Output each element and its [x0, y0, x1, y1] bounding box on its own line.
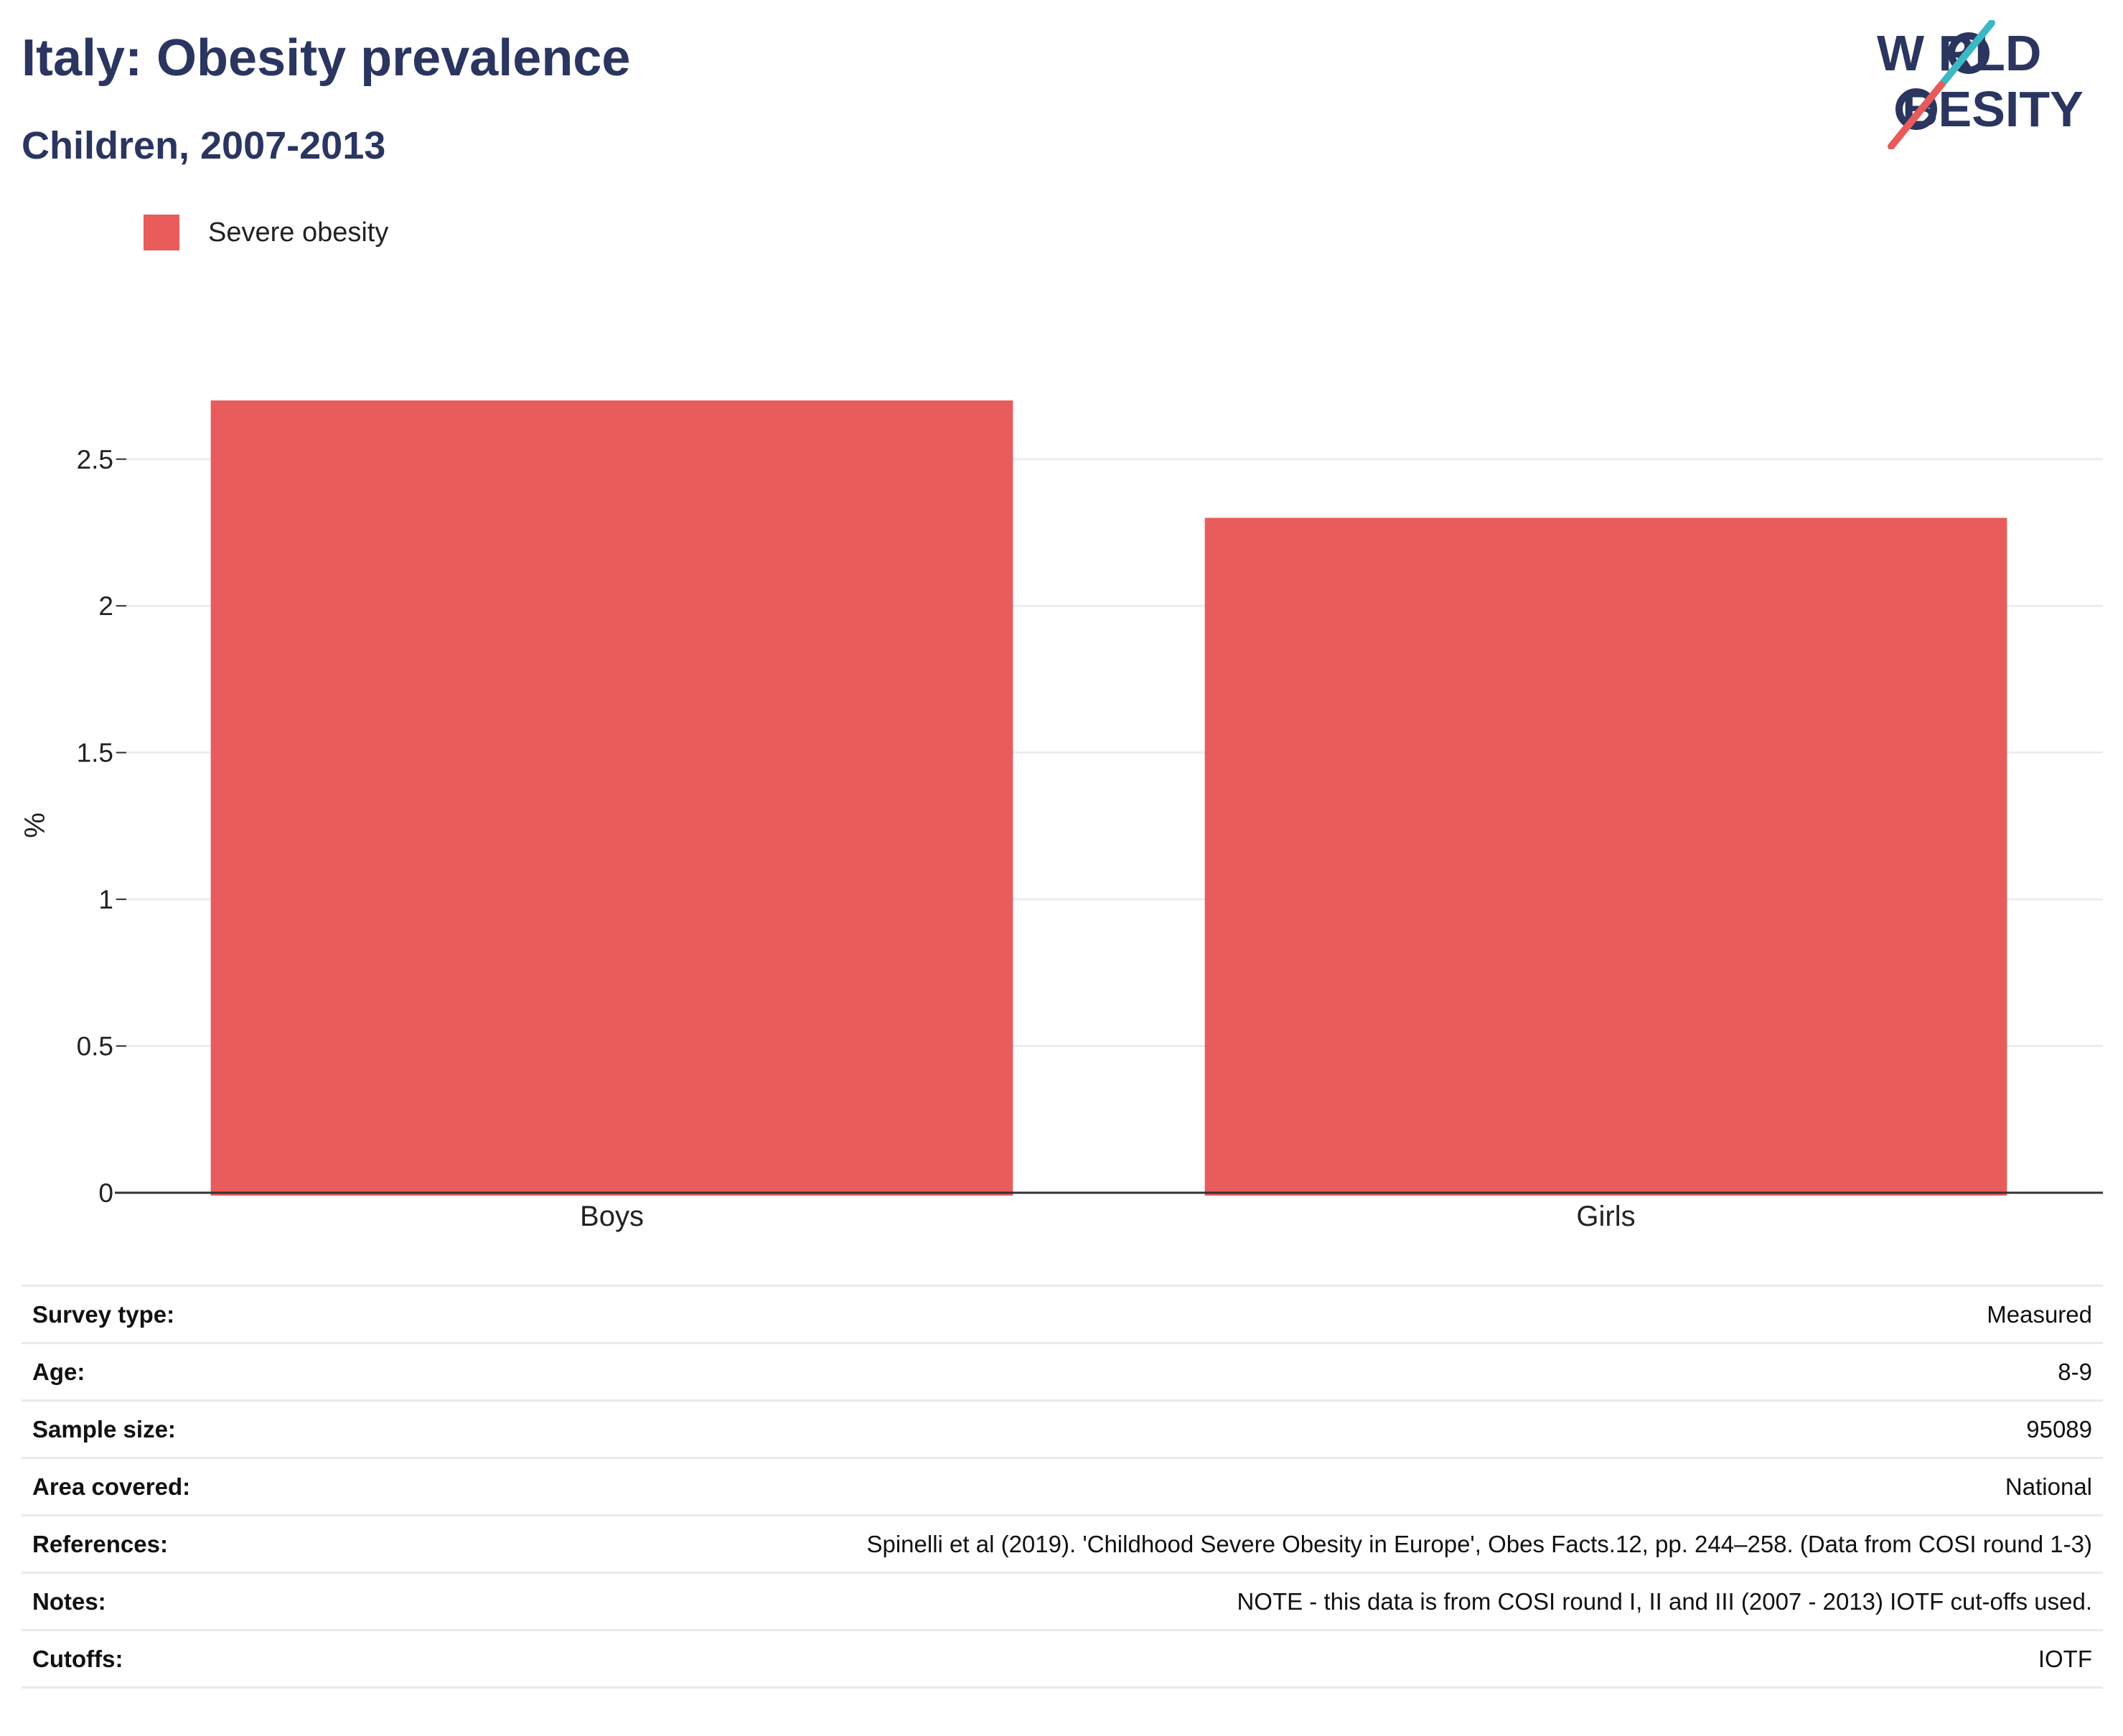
page-subtitle: Children, 2007-2013 — [22, 124, 386, 167]
y-tick-label: 0 — [98, 1178, 113, 1208]
info-label: Age: — [32, 1358, 85, 1385]
bar-girls — [1204, 517, 2007, 1196]
y-axis-title: % — [19, 812, 51, 838]
info-value: 95089 — [2026, 1415, 2092, 1442]
page-title: Italy: Obesity prevalence — [22, 29, 631, 87]
info-row-area-covered: Area covered: National — [22, 1459, 2103, 1516]
info-label: References: — [32, 1530, 168, 1557]
legend-swatch-severe-obesity — [144, 215, 179, 250]
x-tick-label: Girls — [1576, 1201, 1635, 1232]
info-label: Area covered: — [32, 1473, 191, 1500]
info-value: Measured — [1987, 1300, 2092, 1328]
legend-label-severe-obesity: Severe obesity — [208, 217, 389, 248]
info-label: Cutoffs: — [32, 1645, 123, 1672]
info-value: IOTF — [2038, 1645, 2092, 1672]
y-tick-label: 1.5 — [77, 738, 113, 768]
info-row-references: References: Spinelli et al (2019). 'Chil… — [22, 1516, 2103, 1574]
y-tick-label: 0.5 — [77, 1032, 113, 1061]
info-label: Survey type: — [32, 1300, 175, 1328]
info-label: Notes: — [32, 1587, 106, 1615]
logo-slash-top — [1938, 20, 1995, 88]
y-tick-label: 2.5 — [77, 445, 113, 474]
info-row-sample-size: Sample size: 95089 — [22, 1402, 2103, 1459]
chart-legend: Severe obesity — [144, 212, 388, 253]
info-value: 8-9 — [2058, 1358, 2092, 1385]
bar-chart: 0 0.5 1 1.5 2 2.5 Boys Girls% — [19, 400, 2103, 1232]
info-value: National — [2005, 1473, 2092, 1500]
info-row-notes: Notes: NOTE - this data is from COSI rou… — [22, 1574, 2103, 1631]
info-table: Survey type: Measured Age: 8-9 Sample si… — [22, 1285, 2103, 1689]
info-row-cutoffs: Cutoffs: IOTF — [22, 1631, 2103, 1689]
bar-boys — [210, 400, 1013, 1196]
logo-o-bottom — [1895, 88, 1937, 130]
logo-o-top — [1948, 32, 1990, 74]
y-tick-label: 2 — [98, 591, 113, 621]
logo-line-1: W RLD — [1877, 25, 2041, 81]
y-tick-label: 1 — [98, 885, 113, 914]
logo-slash-bottom — [1888, 81, 1945, 149]
info-value: NOTE - this data is from COSI round I, I… — [1237, 1587, 2092, 1615]
world-obesity-logo: W RLD BESITY — [1877, 20, 2084, 149]
x-tick-label: Boys — [580, 1201, 644, 1232]
info-row-age: Age: 8-9 — [22, 1344, 2103, 1402]
info-value: Spinelli et al (2019). 'Childhood Severe… — [866, 1530, 2092, 1557]
info-row-survey-type: Survey type: Measured — [22, 1287, 2103, 1344]
info-label: Sample size: — [32, 1415, 176, 1442]
